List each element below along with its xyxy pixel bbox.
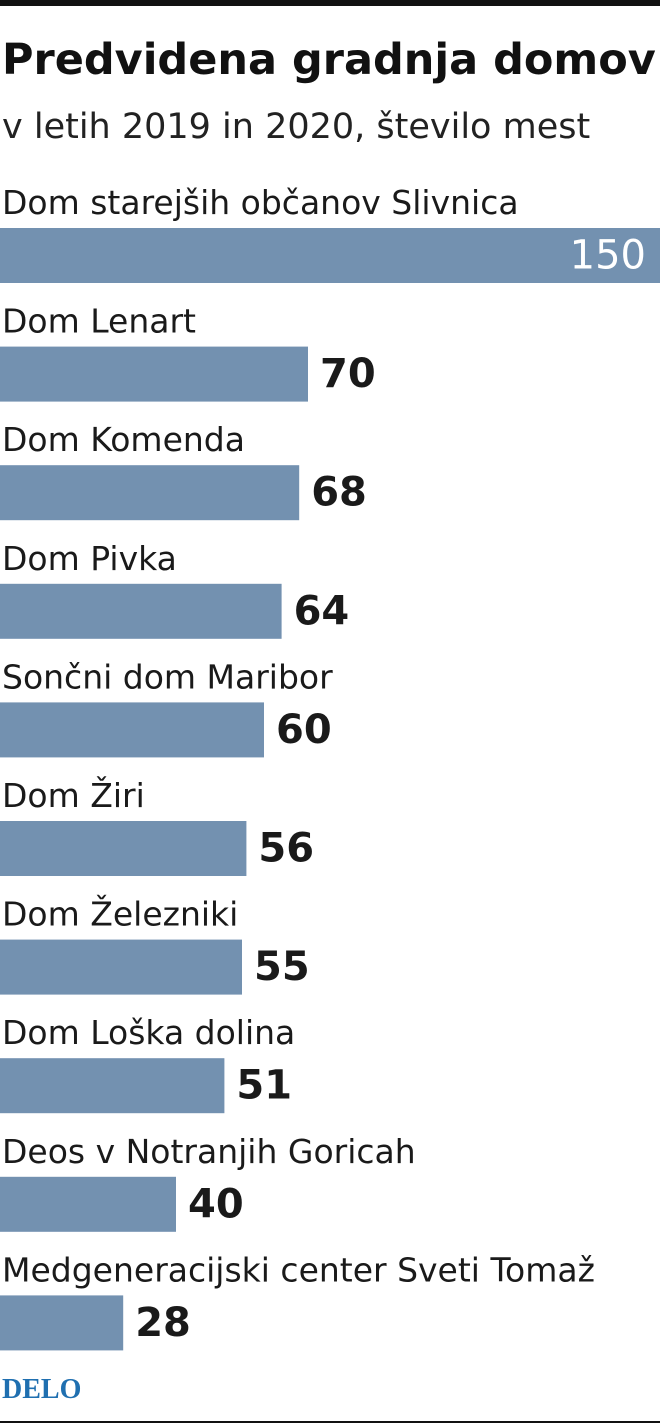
value-label: 150 [570,233,646,279]
category-label: Dom Pivka [2,539,177,578]
source: DELO [2,1374,81,1405]
category-label: Dom Žiri [2,775,145,815]
category-label: Sončni dom Maribor [2,657,333,696]
bar [0,1295,124,1351]
category-label: Medgeneracijski center Sveti Tomaž [2,1250,595,1289]
category-label: Dom Loška dolina [2,1013,295,1052]
bar [0,1176,176,1232]
bottom-rule [0,1421,660,1423]
category-label: Deos v Notranjih Goricah [2,1132,416,1171]
chart-subtitle: v letih 2019 in 2020, število mest [2,107,590,147]
bar [0,1058,225,1114]
category-label: Dom Komenda [2,420,245,459]
bar [0,583,282,639]
bar [0,465,300,521]
bar [0,939,242,995]
value-label: 40 [188,1181,244,1227]
category-label: Dom Lenart [2,302,196,341]
category-label: Dom starejših občanov Slivnica [2,183,519,222]
bar [0,346,308,402]
bar [0,821,247,876]
value-label: 60 [276,707,332,753]
value-label: 64 [294,588,350,634]
value-label: 55 [254,944,310,990]
bar [0,702,264,758]
top-rule [0,0,660,6]
value-label: 56 [258,826,314,872]
value-label: 68 [311,470,367,516]
value-label: 28 [135,1300,191,1346]
category-label: Dom Železniki [2,894,238,934]
bar [0,228,660,283]
value-label: 70 [320,351,376,397]
value-label: 51 [236,1063,292,1109]
chart-title: Predvidena gradnja domov [2,35,656,85]
